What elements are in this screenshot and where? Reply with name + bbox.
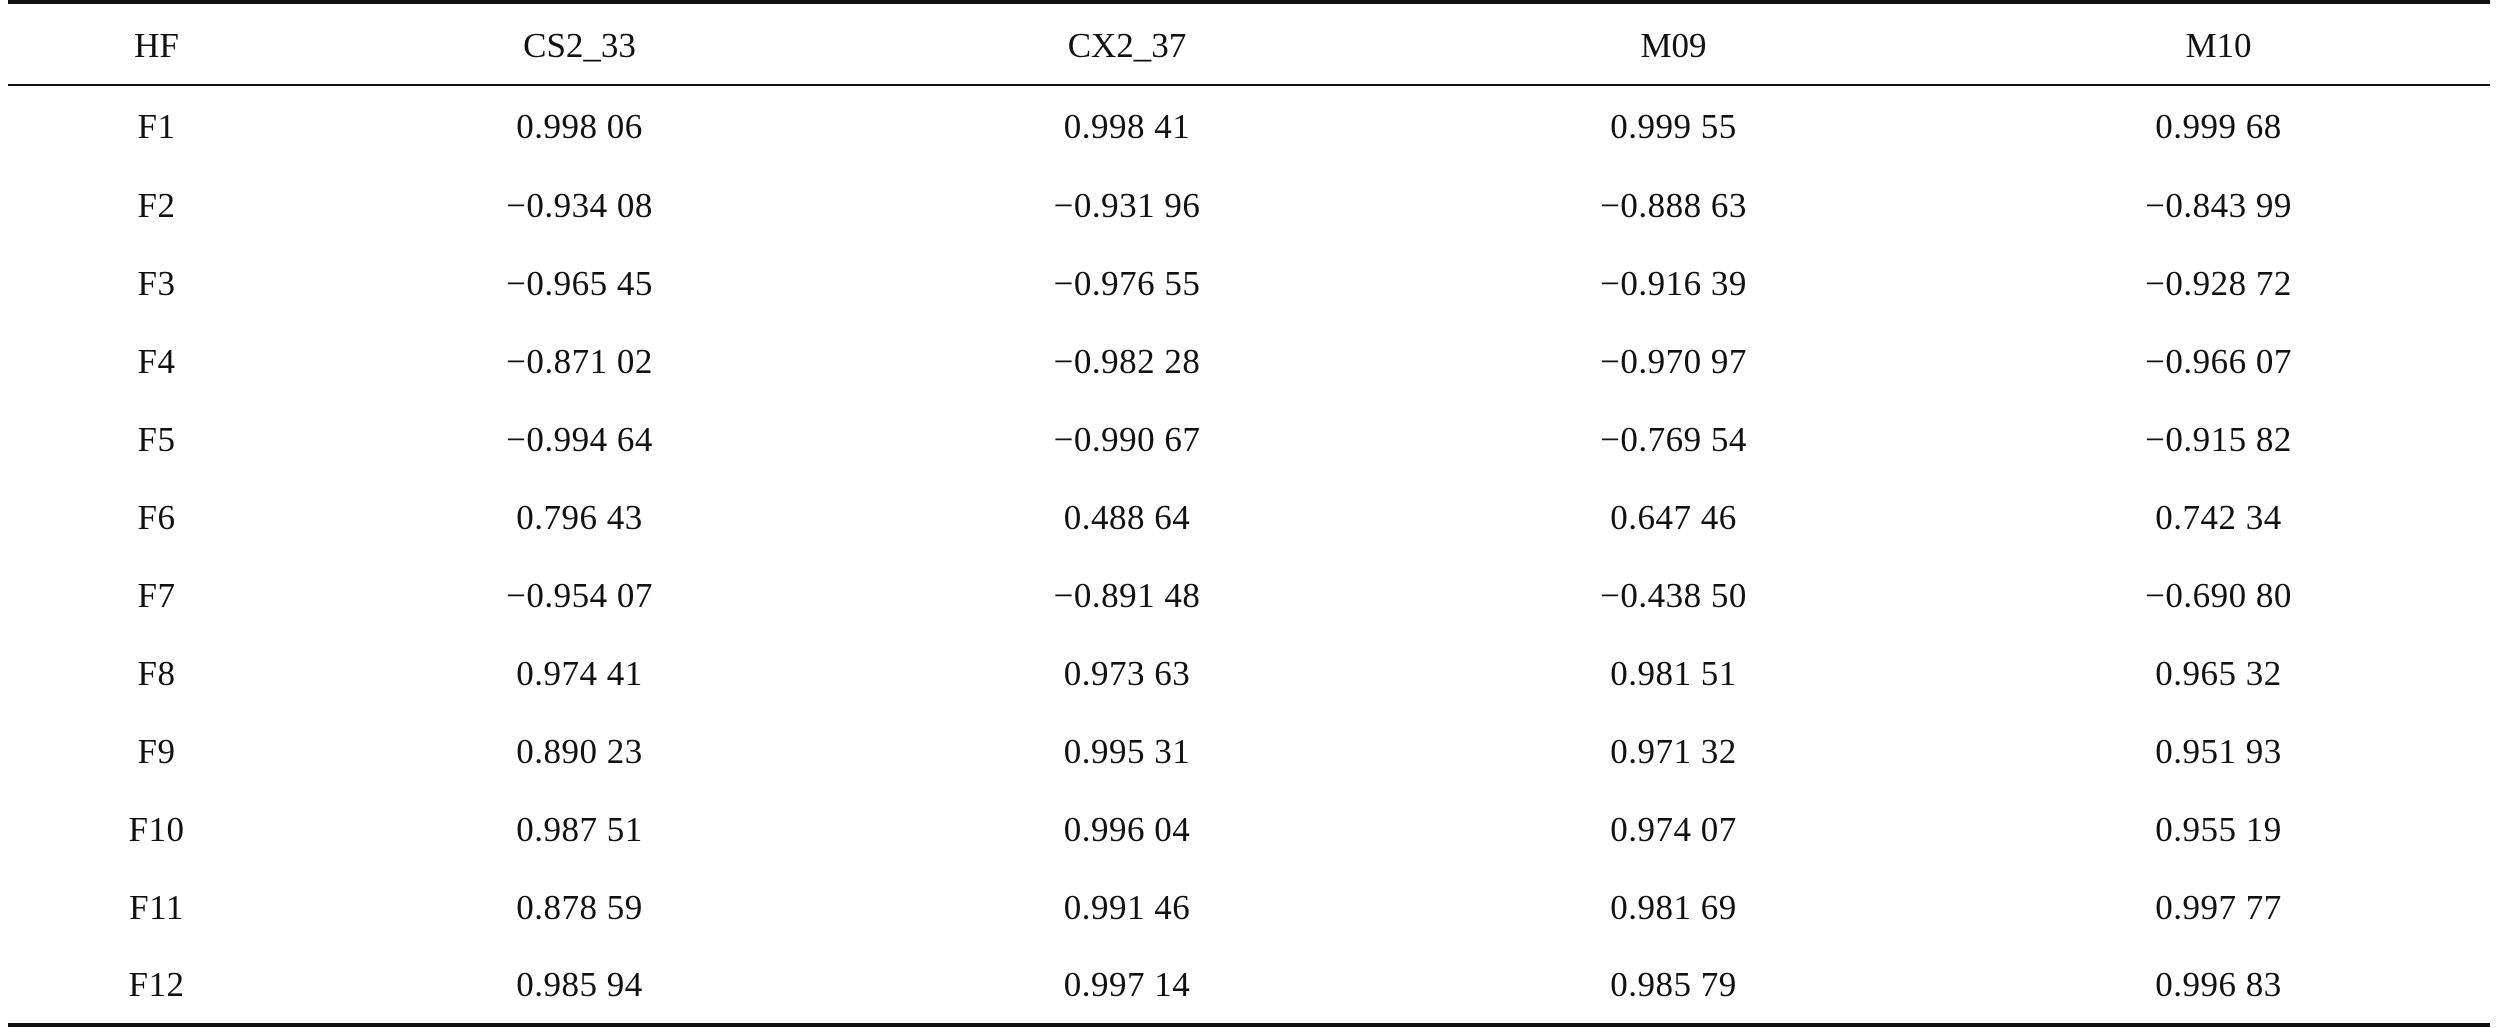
table-cell: 0.878 59 [516,888,643,927]
table-cell: 0.995 31 [1063,732,1191,771]
table-cell: 0.951 93 [2155,732,2282,771]
table-row: F5 −0.994 64 −0.990 67 −0.769 54 −0.915 … [8,401,2490,479]
row-label: F1 [137,106,176,146]
table-cell: 0.974 41 [516,654,643,693]
table-cell: −0.769 54 [1600,420,1747,459]
header-m09: M09 [1400,0,1947,86]
table-cell: −0.871 02 [506,342,653,381]
table-row: F1 0.998 06 0.998 41 0.999 55 0.999 68 [8,85,2490,167]
correlation-table: HF CS2_33 CX2_37 M09 M10 F1 0.998 06 0.9… [8,0,2490,1027]
table-cell: −0.916 39 [1600,264,1747,303]
table-cell: 0.999 68 [2155,106,2282,146]
table-cell: −0.928 72 [2145,264,2292,303]
table-cell: 0.488 64 [1063,498,1191,537]
table-cell: −0.915 82 [2145,420,2292,459]
table-cell: 0.996 83 [1947,947,2490,1027]
table-row: F10 0.987 51 0.996 04 0.974 07 0.955 19 [8,791,2490,869]
row-label: F8 [137,654,176,693]
table-row: F2 −0.934 08 −0.931 96 −0.888 63 −0.843 … [8,167,2490,245]
table-row: F11 0.878 59 0.991 46 0.981 69 0.997 77 [8,869,2490,947]
header-m10: M10 [1947,0,2490,86]
row-label: F2 [137,186,176,225]
table-cell: 0.985 94 [305,947,854,1027]
table-row: F12 0.985 94 0.997 14 0.985 79 0.996 83 [8,947,2490,1027]
header-row: HF CS2_33 CX2_37 M09 M10 [8,0,2490,86]
table-cell: 0.971 32 [1610,732,1737,771]
table-row: F3 −0.965 45 −0.976 55 −0.916 39 −0.928 … [8,245,2490,323]
table-cell: 0.647 46 [1610,498,1737,537]
table-cell: −0.843 99 [2145,186,2292,225]
table-cell: −0.888 63 [1600,186,1747,225]
table-cell: 0.998 06 [516,106,643,146]
table-cell: −0.970 97 [1600,342,1747,381]
row-label: F6 [137,498,176,537]
row-label: F9 [137,732,176,771]
row-label: F12 [8,947,305,1027]
table-cell: 0.742 34 [2155,498,2282,537]
table-cell: −0.931 96 [1053,186,1201,225]
table-cell: −0.982 28 [1053,342,1201,381]
table-cell: 0.998 41 [1063,106,1191,146]
table-row: F9 0.890 23 0.995 31 0.971 32 0.951 93 [8,713,2490,791]
table-cell: −0.954 07 [506,576,653,615]
table-cell: −0.965 45 [506,264,653,303]
table-cell: 0.981 51 [1610,654,1737,693]
table-cell: −0.994 64 [506,420,653,459]
header-hf: HF [8,0,305,86]
table-cell: 0.999 55 [1610,106,1737,146]
table-row: F4 −0.871 02 −0.982 28 −0.970 97 −0.966 … [8,323,2490,401]
table-cell: 0.965 32 [2155,654,2282,693]
table-cell: −0.934 08 [506,186,653,225]
row-label: F3 [137,264,176,303]
table-cell: −0.990 67 [1053,420,1201,459]
data-table-container: HF CS2_33 CX2_37 M09 M10 F1 0.998 06 0.9… [8,0,2490,1027]
table-cell: 0.987 51 [516,810,643,849]
header-cs2-33: CS2_33 [305,0,854,86]
row-label: F11 [129,888,184,927]
table-body: F1 0.998 06 0.998 41 0.999 55 0.999 68 F… [8,85,2490,1027]
table-cell: −0.891 48 [1053,576,1201,615]
table-row: F6 0.796 43 0.488 64 0.647 46 0.742 34 [8,479,2490,557]
row-label: F10 [128,810,185,849]
table-cell: −0.966 07 [2145,342,2292,381]
table-cell: −0.690 80 [2145,576,2292,615]
table-cell: 0.955 19 [2155,810,2282,849]
table-cell: 0.973 63 [1063,654,1191,693]
row-label: F4 [137,342,176,381]
row-label: F5 [137,420,176,459]
table-row: F7 −0.954 07 −0.891 48 −0.438 50 −0.690 … [8,557,2490,635]
table-cell: 0.890 23 [516,732,643,771]
table-row: F8 0.974 41 0.973 63 0.981 51 0.965 32 [8,635,2490,713]
table-cell: 0.991 46 [1063,888,1191,927]
table-cell: 0.981 69 [1610,888,1737,927]
header-cx2-37: CX2_37 [854,0,1400,86]
row-label: F7 [137,576,176,615]
table-cell: 0.985 79 [1400,947,1947,1027]
table-header: HF CS2_33 CX2_37 M09 M10 [8,0,2490,86]
table-cell: 0.996 04 [1063,810,1191,849]
table-cell: 0.974 07 [1610,810,1737,849]
table-cell: 0.997 77 [2155,888,2282,927]
table-cell: 0.997 14 [854,947,1400,1027]
table-cell: −0.438 50 [1600,576,1747,615]
table-cell: −0.976 55 [1053,264,1201,303]
table-cell: 0.796 43 [516,498,643,537]
